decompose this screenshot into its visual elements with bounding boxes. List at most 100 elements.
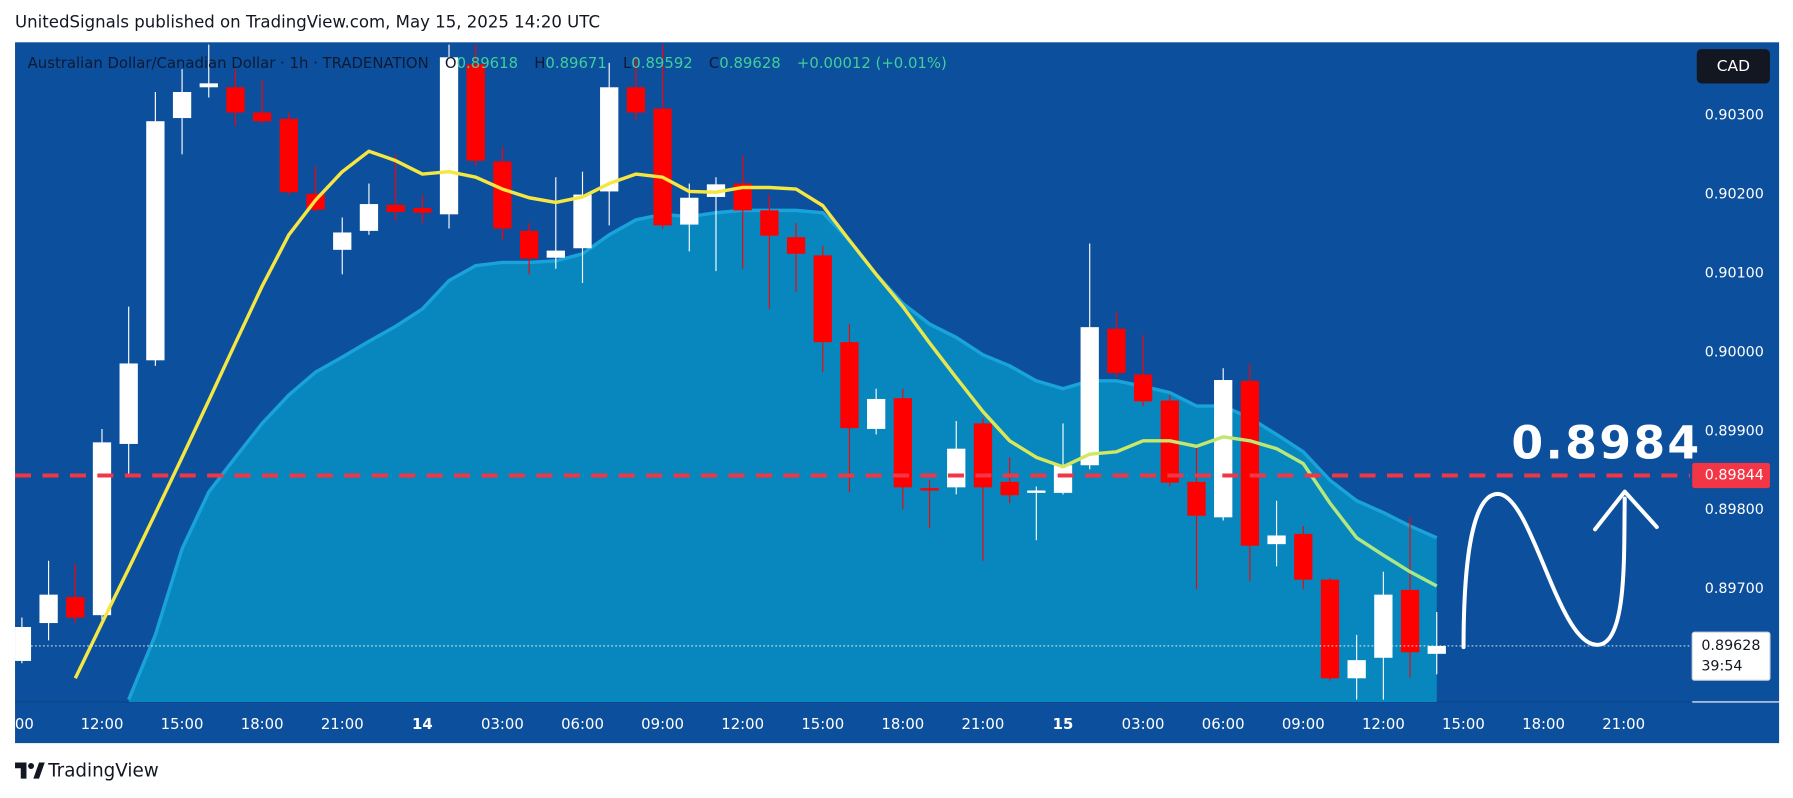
legend-key: O: [445, 54, 457, 72]
legend-value: 0.89592: [631, 54, 692, 72]
candle-body: [813, 255, 832, 343]
candle-body: [1374, 594, 1393, 658]
candle-body: [973, 423, 993, 488]
footer-brand: TradingView: [47, 761, 159, 782]
candle-body: [1400, 589, 1420, 653]
x-tick-label: 15: [1053, 715, 1074, 733]
x-tick-label: 15:00: [161, 715, 204, 733]
x-tick-label: 03:00: [481, 715, 524, 733]
candle-body: [626, 87, 646, 113]
currency-badge[interactable]: [1696, 49, 1770, 84]
x-tick-label: 06:00: [561, 715, 604, 733]
candle-body: [1267, 535, 1286, 545]
band-area: [128, 210, 1437, 702]
x-tick-label: 18:00: [881, 715, 924, 733]
candle-body: [760, 210, 779, 236]
candle-body: [1240, 380, 1260, 546]
legend-key: H: [534, 54, 545, 72]
candle-body: [840, 342, 859, 429]
legend-key: L: [623, 54, 632, 72]
x-tick-label: 14: [412, 715, 433, 733]
candle-body: [66, 597, 85, 618]
candle-body: [1080, 327, 1099, 466]
candle-body: [1347, 660, 1366, 679]
y-tick-label: 0.90200: [1705, 187, 1764, 203]
candle-body: [893, 398, 912, 488]
candle-body: [146, 121, 165, 361]
countdown-label: 39:54: [1701, 659, 1742, 675]
candle-body: [333, 232, 352, 250]
candle-body: [15, 627, 32, 661]
candle-body: [920, 488, 939, 491]
symbol-title: Australian Dollar/Canadian Dollar · 1h ·…: [28, 54, 429, 72]
x-tick-label: :00: [10, 715, 34, 733]
current-price-tag: [1691, 631, 1771, 681]
candle-body: [573, 194, 592, 249]
legend-key: C: [709, 54, 719, 72]
candle-body: [386, 204, 405, 212]
target-annotation: 0.8984: [1511, 416, 1701, 469]
candle-body: [413, 208, 432, 213]
logo-slash: [33, 762, 45, 779]
x-tick-label: 03:00: [1122, 715, 1165, 733]
logo-mark: [15, 762, 27, 779]
ma-line: [73, 149, 1438, 680]
y-tick-label: 0.90300: [1705, 108, 1764, 124]
candle-body: [119, 363, 138, 444]
candle-body: [1320, 579, 1340, 679]
x-tick-label: 21:00: [1602, 715, 1645, 733]
x-tick-label: 12:00: [81, 715, 124, 733]
legend-change: +0.00012 (+0.01%): [797, 54, 947, 72]
x-tick-label: 21:00: [962, 715, 1005, 733]
x-tick-label: 12:00: [1362, 715, 1405, 733]
candle-body: [653, 108, 672, 226]
legend-value: 0.89628: [719, 54, 780, 72]
x-tick-label: 12:00: [721, 715, 764, 733]
y-tick-label: 0.89800: [1705, 502, 1764, 518]
chart-legend: Australian Dollar/Canadian Dollar · 1h ·…: [28, 54, 947, 72]
candle-body: [1187, 481, 1206, 516]
plot-area: [15, 44, 1690, 702]
x-tick-label: 15:00: [1442, 715, 1485, 733]
candle-body: [1133, 374, 1153, 402]
candle-body: [600, 87, 619, 192]
x-tick-label: 15:00: [801, 715, 844, 733]
target-price-label: 0.89844: [1705, 468, 1764, 484]
candle-body: [1053, 465, 1073, 493]
candle-body: [519, 230, 539, 259]
axes: 0.903000.902000.901000.900000.899000.898…: [10, 108, 1771, 733]
candle-body: [92, 442, 112, 616]
candle-body: [39, 594, 58, 624]
candle-body: [279, 118, 298, 193]
y-tick-label: 0.90100: [1705, 265, 1764, 281]
candle-body: [1107, 328, 1126, 373]
publish-header: UnitedSignals published on TradingView.c…: [15, 12, 600, 31]
x-tick-label: 18:00: [1522, 715, 1565, 733]
drawn-path: [1461, 491, 1627, 650]
candle-body: [867, 398, 886, 429]
candle-body: [1294, 533, 1313, 580]
logo-dot: [28, 763, 35, 769]
candle-body: [1427, 645, 1446, 654]
target-price-tag: [1692, 462, 1770, 489]
candle-body: [439, 57, 459, 215]
candle-body: [1214, 380, 1233, 518]
candle-body: [733, 183, 752, 211]
candle-body: [947, 448, 966, 488]
candle-body: [1000, 481, 1019, 496]
tradingview-logo: [15, 762, 45, 779]
x-tick-label: 21:00: [321, 715, 364, 733]
candle-body: [226, 87, 245, 113]
y-tick-label: 0.89700: [1705, 581, 1764, 597]
candle-body: [172, 92, 192, 119]
candle-body: [1027, 490, 1046, 493]
candle-body: [680, 197, 699, 225]
x-tick-label: 18:00: [241, 715, 284, 733]
candle-body: [493, 161, 512, 229]
legend-value: 0.89618: [457, 54, 518, 72]
x-tick-label: 09:00: [1282, 715, 1325, 733]
current-price-label: 0.89628: [1701, 638, 1760, 654]
candle-body: [546, 250, 565, 258]
currency-label: CAD: [1717, 57, 1750, 75]
